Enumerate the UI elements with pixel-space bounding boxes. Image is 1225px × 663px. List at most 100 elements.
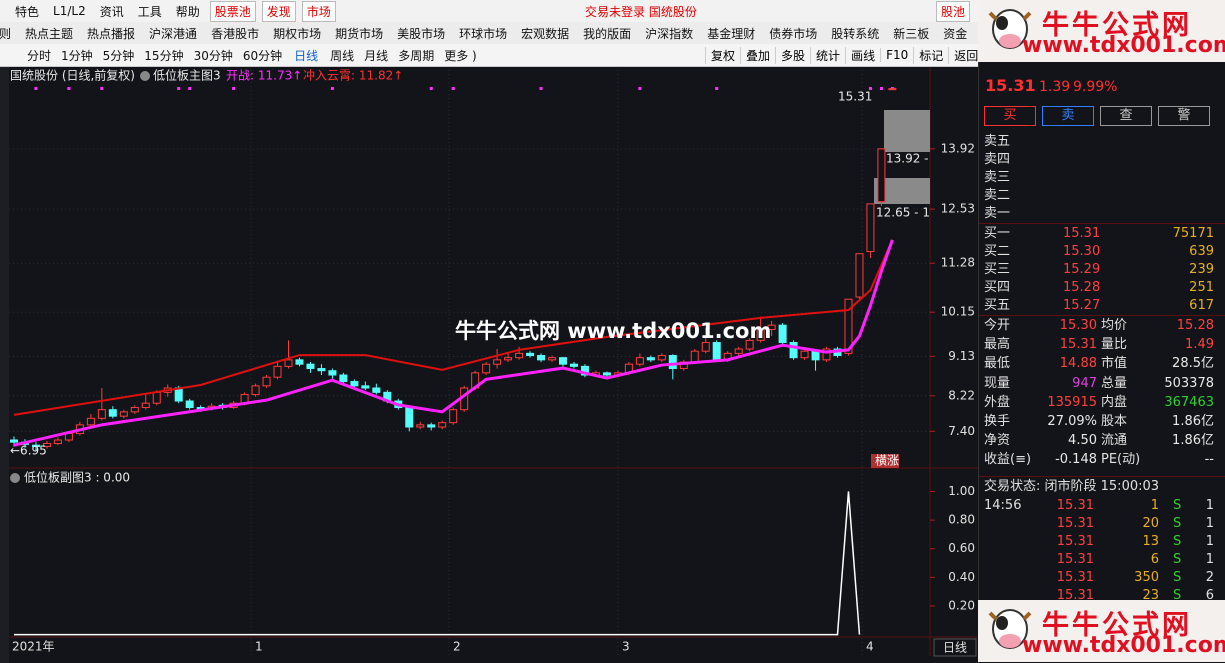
divider bbox=[979, 315, 1225, 316]
candle-body bbox=[10, 439, 18, 443]
tab[interactable]: 宏观数据 bbox=[521, 26, 570, 41]
stat-label: 股本 bbox=[1101, 414, 1128, 429]
period[interactable]: 多周期 bbox=[398, 48, 435, 63]
y-tick-label: 11.28 bbox=[941, 256, 975, 270]
menu-button[interactable]: 市场 bbox=[301, 0, 336, 22]
tab[interactable]: 则 bbox=[0, 26, 12, 41]
menu-item[interactable]: 工具 bbox=[137, 4, 162, 19]
tab[interactable]: 热点主题 bbox=[25, 26, 74, 41]
period[interactable]: 1分钟 bbox=[61, 48, 93, 63]
tick-time: 14:56 bbox=[984, 498, 1022, 513]
candle-body bbox=[877, 148, 886, 203]
tool[interactable]: 复权 bbox=[705, 46, 740, 64]
signal-dot bbox=[868, 87, 872, 90]
y-tick-label: 7.40 bbox=[948, 424, 975, 438]
stat-value: 503378 bbox=[1164, 375, 1214, 391]
upper-line bbox=[13, 239, 894, 416]
trade-button[interactable]: 买 bbox=[984, 106, 1036, 126]
period[interactable]: 60分钟 bbox=[242, 48, 283, 63]
tab[interactable]: 我的版面 bbox=[583, 26, 632, 41]
tool[interactable]: 统计 bbox=[810, 46, 845, 64]
candle-body bbox=[86, 417, 95, 426]
trade-button[interactable]: 警 bbox=[1158, 106, 1210, 126]
menu-item[interactable]: L1/L2 bbox=[53, 4, 86, 18]
period[interactable]: 30分钟 bbox=[193, 48, 233, 63]
menu-button[interactable]: 发现 bbox=[261, 0, 296, 22]
x-label: 2 bbox=[453, 640, 461, 654]
bid-price: 15.27 bbox=[1063, 298, 1101, 313]
signal-dot bbox=[879, 87, 883, 90]
pool-button[interactable]: 股池 bbox=[936, 0, 971, 22]
period[interactable]: 更多 ) bbox=[444, 48, 477, 63]
bid-label: 买四 bbox=[984, 280, 1011, 295]
stat-label: 净资 bbox=[984, 433, 1011, 449]
tab[interactable]: 基金理财 bbox=[707, 26, 756, 41]
candle-body bbox=[559, 357, 567, 365]
tab[interactable]: 期货市场 bbox=[335, 26, 384, 41]
candle-body bbox=[416, 424, 425, 428]
tool[interactable]: 多股 bbox=[775, 46, 810, 64]
tab[interactable]: 债券市场 bbox=[769, 26, 818, 41]
tab[interactable]: 香港股市 bbox=[211, 26, 260, 41]
candle-body bbox=[734, 348, 743, 354]
annotation: 12.65 - 1 bbox=[876, 206, 930, 220]
tab[interactable]: 美股市场 bbox=[397, 26, 446, 41]
tab[interactable]: 股转系统 bbox=[831, 26, 880, 41]
tab[interactable]: 期权市场 bbox=[273, 26, 322, 41]
tick-side: S bbox=[1173, 534, 1182, 549]
period[interactable]: 月线 bbox=[364, 48, 389, 63]
tick-side: S bbox=[1173, 552, 1182, 567]
stat-label: 量比 bbox=[1101, 337, 1128, 353]
tab[interactable]: 沪深指数 bbox=[645, 26, 694, 41]
tool[interactable]: 画线 bbox=[845, 46, 880, 64]
signal-dot bbox=[100, 87, 104, 90]
candle-body bbox=[482, 363, 491, 374]
tool[interactable]: 标记 bbox=[913, 46, 948, 64]
stat-label: 今开 bbox=[984, 318, 1011, 333]
tool[interactable]: F10 bbox=[880, 48, 913, 62]
period[interactable]: 5分钟 bbox=[102, 48, 135, 63]
candle-body bbox=[273, 365, 282, 378]
tab[interactable]: 热点播报 bbox=[87, 26, 136, 41]
menu-item[interactable]: 特色 bbox=[15, 4, 40, 19]
period[interactable]: 日线 bbox=[294, 48, 319, 63]
stat-value: -- bbox=[1204, 452, 1214, 468]
logo: 牛牛公式网 www.tdx001.com bbox=[978, 600, 1225, 662]
stat-value: 27.09% bbox=[1047, 414, 1097, 429]
signal-dot bbox=[232, 87, 236, 90]
menu-item[interactable]: 资讯 bbox=[99, 4, 124, 19]
candle-body bbox=[778, 324, 787, 344]
tool[interactable]: 返回 bbox=[948, 46, 983, 64]
candle-body bbox=[701, 342, 710, 352]
stat-value: 15.28 bbox=[1176, 318, 1214, 333]
trade-button[interactable]: 卖 bbox=[1042, 106, 1094, 126]
candle-body bbox=[251, 385, 260, 396]
period[interactable]: 周线 bbox=[330, 48, 355, 63]
y-tick-label: 0.40 bbox=[948, 570, 975, 584]
candle-body bbox=[526, 352, 535, 357]
cow-icon bbox=[988, 609, 1032, 649]
tick-price: 15.31 bbox=[1056, 588, 1094, 603]
tick-count: 1 bbox=[1205, 534, 1214, 549]
logo-url: www.tdx001.com bbox=[1022, 633, 1225, 658]
menu-button[interactable]: 股票池 bbox=[209, 0, 256, 22]
candle-body bbox=[350, 381, 359, 387]
tab[interactable]: 新三板 bbox=[893, 26, 930, 41]
tick-count: 1 bbox=[1205, 498, 1214, 513]
menu-item[interactable]: 帮助 bbox=[175, 4, 200, 19]
bid-label: 买五 bbox=[984, 298, 1011, 313]
stat-label: 最低 bbox=[984, 356, 1011, 372]
candle-body bbox=[504, 357, 513, 361]
chart: 13.92 12.53 11.28 10.15 9.13 8.22 7.40 2021年 1 2 3… bbox=[0, 66, 978, 663]
tab[interactable]: 沪深港通 bbox=[149, 26, 198, 41]
tab[interactable]: 环球市场 bbox=[459, 26, 508, 41]
period[interactable]: 15分钟 bbox=[144, 48, 184, 63]
candle-body bbox=[756, 329, 765, 341]
signal-dot bbox=[638, 87, 642, 90]
period[interactable]: 分时 bbox=[27, 48, 52, 63]
tick-volume: 20 bbox=[1142, 516, 1159, 531]
tab[interactable]: 资金 bbox=[943, 26, 968, 41]
tick-volume: 13 bbox=[1142, 534, 1159, 549]
trade-button[interactable]: 查 bbox=[1100, 106, 1152, 126]
tool[interactable]: 叠加 bbox=[740, 46, 775, 64]
